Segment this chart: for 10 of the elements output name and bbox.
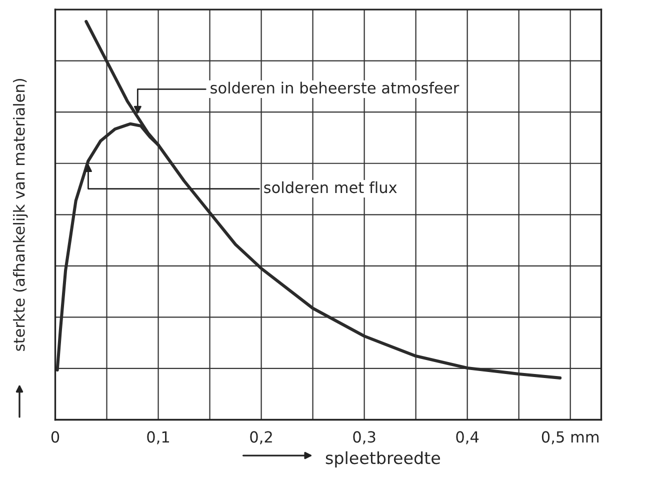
annotation: solderen met flux xyxy=(264,181,397,194)
x-tick-label: 0 xyxy=(51,431,60,443)
x-tick-label: 0,4 xyxy=(456,431,479,444)
x-axis-title: spleetbreedte xyxy=(326,451,440,468)
x-tick-label: 0,1 xyxy=(147,431,170,444)
y-axis-title: sterkte (afhankelijk van materialen) xyxy=(13,78,28,351)
x-tick-label: 0,2 xyxy=(250,431,272,444)
x-tick-label: 0,3 xyxy=(353,431,376,444)
annotation: solderen in beheerste atmosfeer xyxy=(210,82,460,94)
x-tick-label: 0,5 mm xyxy=(542,431,599,444)
